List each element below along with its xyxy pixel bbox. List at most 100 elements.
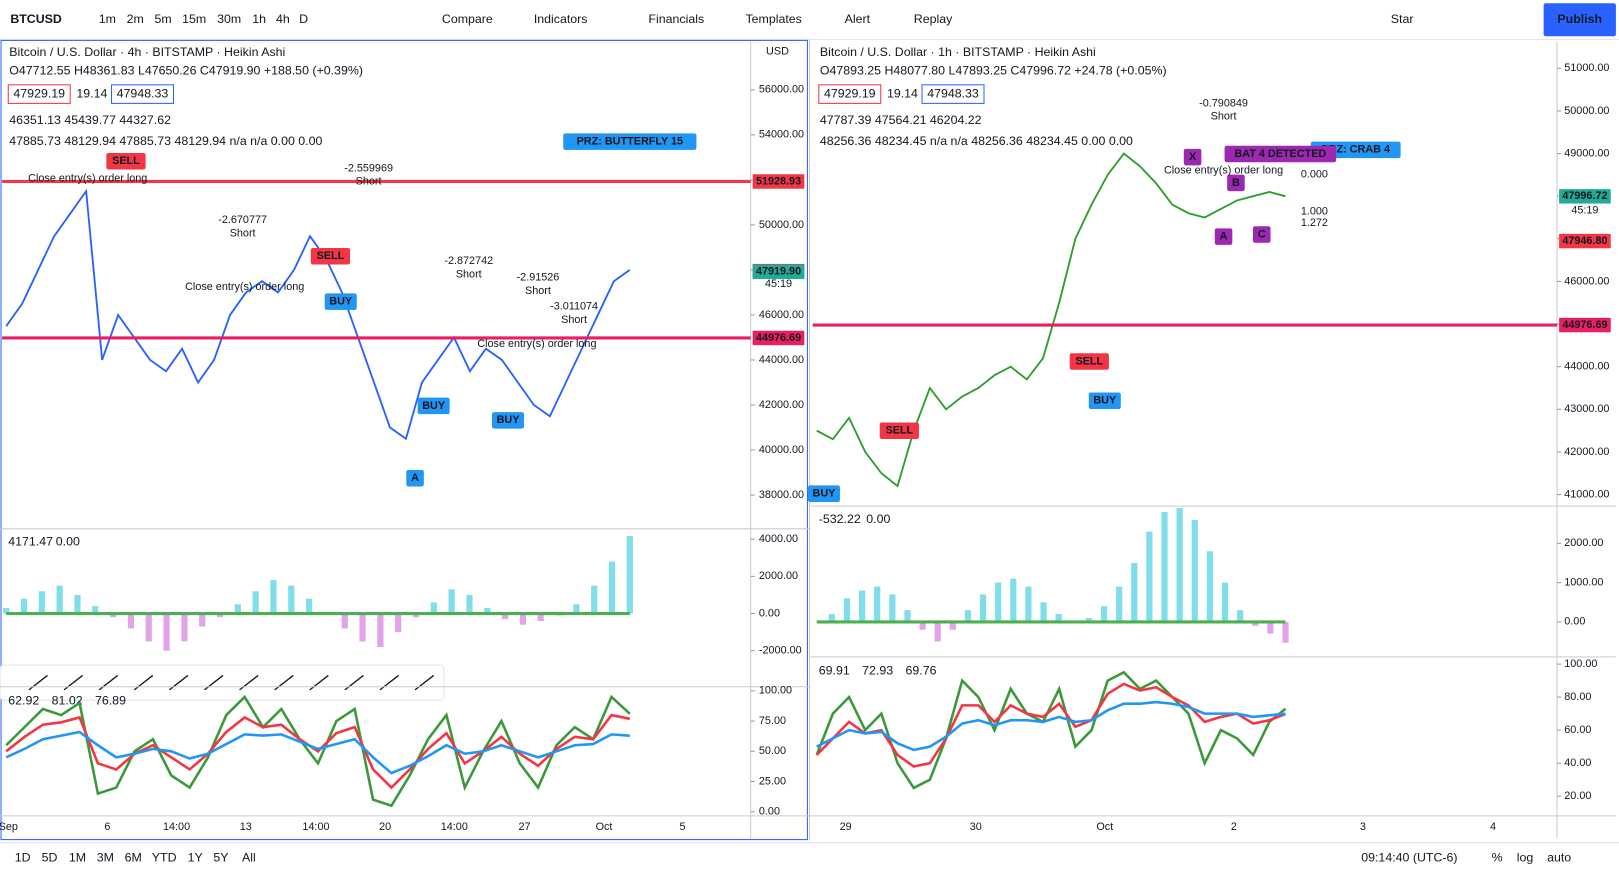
annotation-box <box>1252 226 1271 243</box>
histogram-bar <box>519 613 527 625</box>
x-tick-label: 29 <box>840 821 852 833</box>
range-button[interactable]: YTD <box>152 850 177 864</box>
annotation: Close entry(s) order long <box>185 281 304 293</box>
bid-box <box>818 84 882 104</box>
annotation: A <box>411 472 419 484</box>
histogram-bar <box>904 610 911 622</box>
toolbar-button[interactable]: Templates <box>745 12 801 26</box>
annotation-box <box>406 469 424 487</box>
x-tick-label: 14:00 <box>163 821 190 833</box>
drawing-tool[interactable] <box>204 674 224 691</box>
annotation: PRZ: BUTTERFLY 15 <box>577 135 684 147</box>
annotation: BUY <box>813 488 837 500</box>
layout-button[interactable]: Star <box>1391 12 1414 26</box>
y-tick-label: 46000.00 <box>1564 275 1609 287</box>
chart-title: Bitcoin / U.S. Dollar · 1h · BITSTAMP · … <box>820 45 1096 59</box>
interval-button[interactable]: 4h <box>276 12 290 26</box>
osc-legend: 76.89 <box>95 693 126 707</box>
drawing-tool[interactable] <box>63 674 84 691</box>
drawing-tool[interactable] <box>344 674 364 691</box>
x-tick-label: 30 <box>970 821 982 833</box>
log-toggle[interactable]: log <box>1517 850 1534 864</box>
histogram-bar <box>828 614 835 622</box>
interval-button[interactable]: 15m <box>182 12 206 26</box>
range-button[interactable]: 6M <box>125 850 142 864</box>
x-tick-label: 27 <box>518 821 530 833</box>
histogram-bar <box>3 607 10 614</box>
drawing-tool[interactable] <box>239 674 259 691</box>
annotation: 1.272 <box>1301 217 1328 229</box>
drawing-tool[interactable] <box>168 674 189 691</box>
drawing-tool[interactable] <box>28 674 48 691</box>
annotation: SELL <box>317 250 345 262</box>
annotation-box <box>1183 148 1202 166</box>
histogram-bar <box>1191 519 1198 622</box>
histogram-bar <box>145 613 152 642</box>
interval-button[interactable]: 30m <box>217 12 241 26</box>
toolbar-button[interactable]: Indicators <box>534 12 588 26</box>
histogram-bar <box>234 604 241 614</box>
range-button[interactable]: 1M <box>69 850 86 864</box>
price-badge-label: 44976.69 <box>1562 319 1607 331</box>
histogram-bar <box>127 613 135 629</box>
annotation: -2.91526 <box>517 272 560 284</box>
drawing-tool[interactable] <box>133 674 154 691</box>
range-button[interactable]: 5D <box>42 850 58 864</box>
y-tick-label: 42000.00 <box>1564 446 1609 458</box>
drawing-tool[interactable] <box>98 674 119 691</box>
interval-button[interactable]: 2m <box>127 12 144 26</box>
range-button[interactable]: 1D <box>15 850 31 864</box>
toolbar-button[interactable]: Compare <box>442 12 493 26</box>
indicator-legend: 48256.36 48234.45 n/a n/a 48256.36 48234… <box>820 134 1133 148</box>
drawing-tool[interactable] <box>379 674 399 691</box>
range-button[interactable]: All <box>242 850 256 864</box>
annotation-box <box>106 152 146 170</box>
annotation-box <box>563 133 697 150</box>
y-tick-label: 40.00 <box>1564 757 1591 769</box>
histogram-bar <box>92 606 99 614</box>
histogram-bar <box>591 585 598 614</box>
price-badge <box>1559 233 1611 249</box>
annotation: Short <box>356 176 382 188</box>
drawing-tool[interactable] <box>414 674 435 691</box>
histogram-bar <box>484 607 491 614</box>
x-tick-label: 6 <box>104 821 110 833</box>
publish-label[interactable]: Publish <box>1557 12 1602 26</box>
histogram-bar <box>1040 602 1047 622</box>
y-tick-label: 1000.00 <box>1564 576 1603 588</box>
macd-legend: 0.00 <box>56 534 80 548</box>
histogram-bar <box>858 590 866 622</box>
toolbar-button[interactable]: Replay <box>914 12 953 26</box>
interval-button[interactable]: 1h <box>252 12 266 26</box>
auto-toggle[interactable]: auto <box>1547 850 1571 864</box>
histogram-bar <box>1282 621 1289 643</box>
x-tick-label: Oct <box>1096 821 1113 833</box>
symbol[interactable]: BTCUSD <box>10 12 62 26</box>
toolbar-button[interactable]: Financials <box>648 12 704 26</box>
histogram-bar <box>74 594 81 614</box>
clock: 09:14:40 (UTC-6) <box>1361 850 1457 864</box>
drawing-tool[interactable] <box>309 674 329 691</box>
interval-button[interactable]: D <box>299 12 308 26</box>
histogram-bar <box>56 585 63 614</box>
percent-toggle[interactable]: % <box>1492 850 1503 864</box>
drawing-toolbar[interactable] <box>0 664 445 701</box>
annotation: Short <box>230 227 256 239</box>
toolbar-button[interactable]: Alert <box>845 12 871 26</box>
range-button[interactable]: 1Y <box>188 850 203 864</box>
histogram-bar <box>252 591 259 614</box>
range-button[interactable]: 5Y <box>213 850 228 864</box>
annotation: 1.000 <box>1301 206 1328 218</box>
interval-button[interactable]: 1m <box>99 12 116 26</box>
price-badge <box>752 330 805 346</box>
interval-button[interactable]: 5m <box>155 12 172 26</box>
osc-legend: 81.02 <box>52 693 83 707</box>
drawing-tool[interactable] <box>274 674 294 691</box>
histogram-bar <box>1176 508 1183 622</box>
range-button[interactable]: 3M <box>97 850 114 864</box>
price-badge <box>752 264 805 279</box>
annotation: SELL <box>112 155 140 167</box>
annotation: BAT 4 DETECTED <box>1234 148 1326 160</box>
y-tick-label: 50000.00 <box>1564 105 1609 117</box>
publish-button[interactable] <box>1543 3 1616 37</box>
